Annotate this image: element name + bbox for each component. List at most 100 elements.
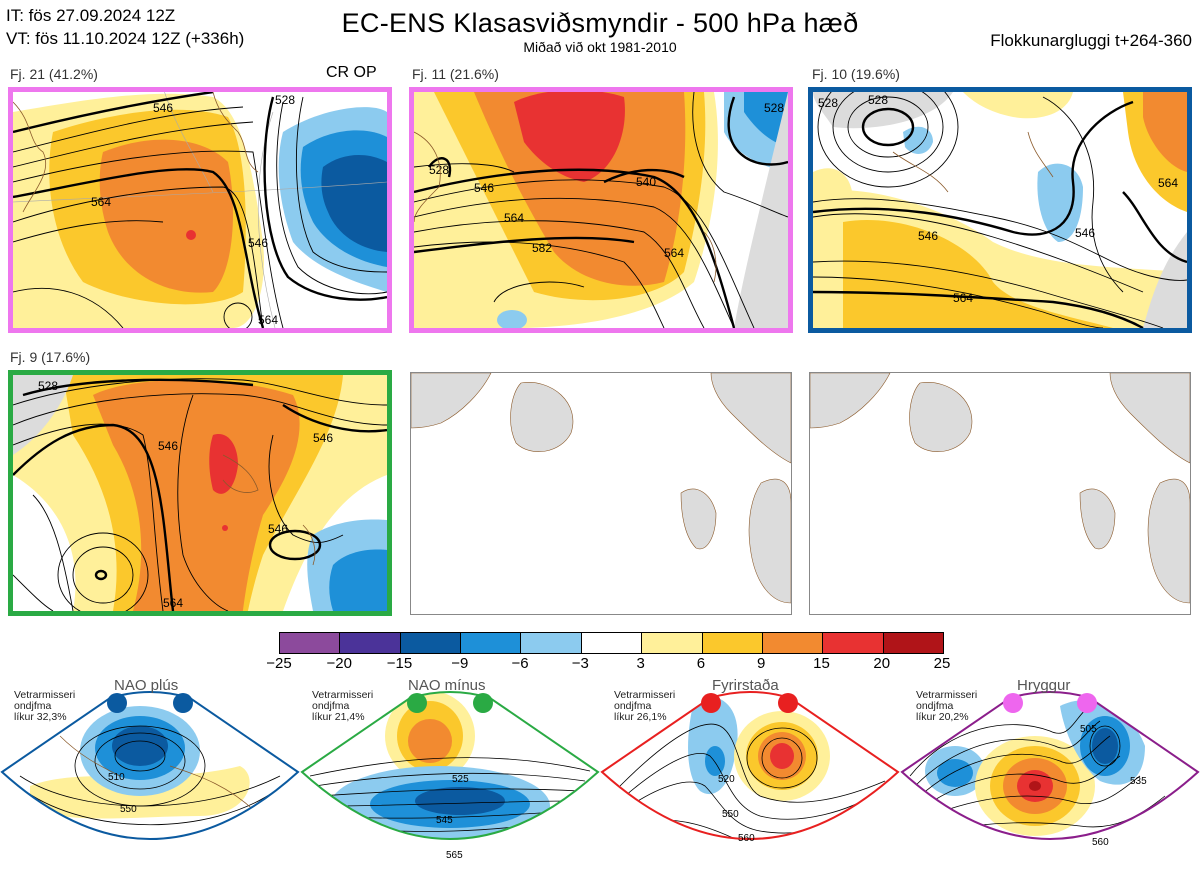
colorbar-segment	[642, 633, 703, 653]
regime-mean: ondjfma	[916, 700, 954, 712]
regime-info: Vetrarmisseri ondjfma líkur 32,3%	[14, 690, 75, 723]
contour-label: 564	[953, 291, 973, 305]
contour-label: 546	[153, 101, 173, 115]
contour-label: 525	[452, 774, 469, 785]
contour-label: 528	[38, 379, 58, 393]
regime-season: Vetrarmisseri	[614, 689, 676, 701]
regime-ridge[interactable]: 505 535 560 Hryggur Vetrarmisseri ondjfm…	[900, 676, 1200, 871]
contour-label: 528	[868, 93, 888, 107]
contour-label: 546	[474, 181, 494, 195]
colorbar-segment	[581, 633, 643, 653]
regime-title: NAO mínus	[408, 677, 486, 694]
regime-season: Vetrarmisseri	[312, 689, 374, 701]
regime-blocking[interactable]: 520 550 560 Fyrirstaða Vetrarmisseri ond…	[600, 676, 900, 871]
background-map-6	[810, 373, 1190, 604]
contour-label: 550	[120, 804, 137, 815]
contour-label: 528	[818, 96, 838, 110]
regime-title: Hryggur	[1017, 677, 1071, 694]
contour-label: 546	[918, 229, 938, 243]
regime-map-4: 505 535 560	[900, 691, 1200, 848]
regime-frequency: líkur 26,1%	[614, 711, 667, 723]
colorbar-segment	[280, 633, 341, 653]
header-dates: IT: fös 27.09.2024 12Z VT: fös 11.10.202…	[6, 4, 244, 50]
contour-label: 546	[268, 522, 288, 536]
regime-info: Vetrarmisseri ondjfma líkur 26,1%	[614, 690, 675, 723]
contour-label: 546	[1075, 226, 1095, 240]
empty-map-panel-5	[410, 372, 792, 615]
colorbar-segment	[521, 633, 582, 653]
colorbar-segment	[340, 633, 401, 653]
regime-title: NAO plús	[114, 677, 179, 694]
contour-label: 545	[436, 815, 453, 826]
cluster-map-panel-1[interactable]: 564 546 528 546 564	[8, 87, 392, 333]
colorbar-tick-label: −15	[386, 655, 413, 672]
colorbar-tick-label: −3	[571, 655, 589, 672]
colorbar-ticks: −25 −20 −15 −9 −6 −3 3 6 9 15 20 25	[264, 655, 964, 675]
regime-info: Vetrarmisseri ondjfma líkur 21,4%	[312, 690, 373, 723]
regime-mean: ondjfma	[14, 700, 52, 712]
contour-label: 535	[1130, 776, 1147, 787]
regime-mean: ondjfma	[614, 700, 652, 712]
cluster-map-panel-3[interactable]: 528 528 546 546 564 564	[808, 87, 1192, 333]
colorbar-tick-label: −20	[326, 655, 352, 672]
contour-label: 520	[718, 774, 735, 785]
contour-label: 510	[108, 772, 125, 783]
panel-2-label: Fj. 11 (21.6%)	[412, 66, 499, 82]
regime-map-1: 510 550	[0, 691, 300, 840]
panel-1-label: Fj. 21 (41.2%)	[10, 66, 98, 82]
init-time: IT: fös 27.09.2024 12Z	[6, 6, 176, 25]
empty-map-panel-6	[809, 372, 1191, 615]
colorbar-tick-label: 3	[636, 655, 645, 672]
colorbar-tick-label: −9	[451, 655, 469, 672]
contour-label: 546	[313, 431, 333, 445]
contour-label: 528	[275, 93, 295, 107]
contour-label: 546	[158, 439, 178, 453]
colorbar-tick-label: −25	[266, 655, 292, 672]
cluster-map-3: 528 528 546 546 564 564	[813, 92, 1187, 328]
colorbar-tick-label: 20	[873, 655, 891, 672]
regime-nao-minus[interactable]: 525 545 565 NAO mínus Vetrarmisseri ondj…	[300, 676, 600, 871]
regime-title: Fyrirstaða	[712, 677, 779, 694]
contour-label: 564	[163, 596, 183, 610]
cluster-map-panel-4[interactable]: 528 546 546 546 564	[8, 370, 392, 616]
contour-label: 560	[1092, 837, 1109, 848]
cluster-map-panel-2[interactable]: 528 528 546 540 564 582 564	[409, 87, 793, 333]
panel-1-tag: CR OP	[326, 64, 377, 81]
contour-label: 564	[258, 313, 278, 327]
regime-info: Vetrarmisseri ondjfma líkur 20,2%	[916, 690, 977, 723]
colorbar-tick-label: 15	[813, 655, 830, 672]
contour-label: 528	[429, 163, 449, 177]
panel-3-label: Fj. 10 (19.6%)	[812, 66, 900, 82]
regime-map-2: 525 545 565	[300, 691, 600, 861]
contour-label: 564	[664, 246, 684, 260]
background-map-5	[411, 373, 791, 604]
colorbar-segment	[883, 633, 943, 653]
colorbar-tick-label: 9	[757, 655, 766, 672]
colorbar-tick-label: 25	[933, 655, 951, 672]
page-title: EC-ENS Klasasviðsmyndir - 500 hPa hæð	[341, 8, 859, 38]
regime-nao-plus[interactable]: 510 550 NAO plús Vetrarmisseri ondjfma l…	[0, 676, 300, 871]
contour-label: 564	[91, 195, 111, 209]
weather-regimes: 510 550 NAO plús Vetrarmisseri ondjfma l…	[0, 676, 1200, 871]
colorbar-tick-label: −6	[511, 655, 529, 672]
contour-label: 582	[532, 241, 552, 255]
colorbar-segment	[702, 633, 763, 653]
cluster-map-4: 528 546 546 546 564	[13, 375, 387, 611]
regime-frequency: líkur 20,2%	[916, 711, 969, 723]
page-subtitle: Miðað við okt 1981-2010	[523, 39, 677, 55]
panel-4-label: Fj. 9 (17.6%)	[10, 349, 91, 365]
colorbar-segment	[762, 633, 824, 653]
contour-label: 565	[446, 850, 463, 861]
cluster-map-2: 528 528 546 540 564 582 564	[414, 92, 788, 328]
colorbar-segment	[461, 633, 522, 653]
regime-frequency: líkur 21,4%	[312, 711, 365, 723]
regime-map-3: 520 550 560	[600, 691, 900, 844]
contour-label: 550	[722, 809, 739, 820]
cluster-map-1: 564 546 528 546 564	[13, 92, 387, 328]
contour-label: 505	[1080, 724, 1097, 735]
valid-time: VT: fös 11.10.2024 12Z (+336h)	[6, 29, 245, 48]
colorbar	[279, 632, 944, 654]
contour-label: 564	[1158, 176, 1178, 190]
colorbar-segment	[823, 633, 884, 653]
contour-label: 560	[738, 833, 755, 844]
